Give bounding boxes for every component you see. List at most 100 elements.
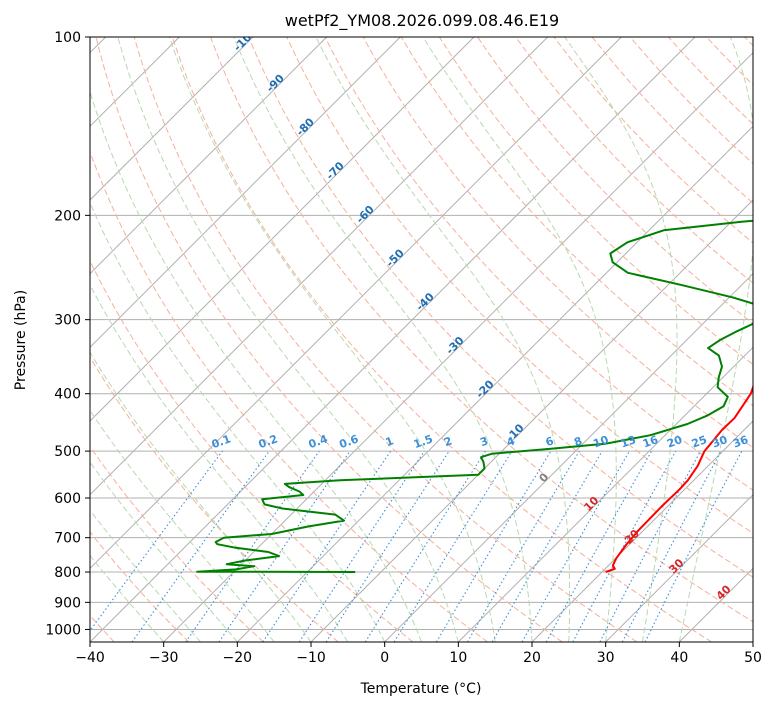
plot-area xyxy=(90,37,753,642)
mixing-ratio-line xyxy=(572,450,677,642)
x-tick-label: −20 xyxy=(223,650,253,666)
moist-adiabat xyxy=(169,37,496,642)
moist-adiabat xyxy=(90,554,165,642)
grid-layer xyxy=(90,37,753,642)
mixing-ratio-label: 30 xyxy=(710,433,729,451)
dry-adiabat xyxy=(90,531,190,642)
y-tick-label: 1000 xyxy=(45,622,81,638)
plot-frame xyxy=(89,36,754,643)
isotherm-line xyxy=(236,125,753,642)
x-tick-label: −40 xyxy=(75,650,105,666)
dry-adiabat xyxy=(591,37,753,204)
y-tick-label: 800 xyxy=(54,565,81,581)
mixing-ratio-label: 36 xyxy=(731,433,750,451)
x-tick-label: 10 xyxy=(449,650,467,666)
mixing-ratio-label: 20 xyxy=(665,433,684,451)
moist-adiabat xyxy=(422,37,617,642)
mixing-ratio-line xyxy=(491,450,603,642)
y-tick-label: 500 xyxy=(54,444,81,460)
isotherm-line xyxy=(384,272,753,642)
mixing-ratio-label: 1 xyxy=(384,434,396,449)
dry-adiabat xyxy=(90,259,414,642)
mixing-ratio-label: 0.2 xyxy=(257,432,280,451)
dry-adiabat xyxy=(477,37,753,325)
dry-adiabat xyxy=(248,37,753,578)
mixing-ratio-label: 16 xyxy=(641,433,660,451)
y-axis-ticks: 100 200 300 400 500 600 700 800 900 1000 xyxy=(45,30,90,638)
mixing-ratio-label: 1.5 xyxy=(412,432,435,451)
isotherm-line xyxy=(90,37,622,570)
series-layer xyxy=(196,219,753,573)
isotherm-line xyxy=(90,37,254,201)
moist-adiabat xyxy=(90,409,275,642)
isotherm-line xyxy=(457,346,753,642)
isotherm-line xyxy=(90,37,401,349)
mixing-ratio-label: 4 xyxy=(505,434,517,449)
isotherm-line xyxy=(90,37,475,422)
mixing-ratio-line xyxy=(131,450,270,642)
moist-adiabat xyxy=(90,461,238,642)
temperature-profile-line xyxy=(605,384,753,573)
mixing-ratio-line xyxy=(435,450,552,642)
dry-adiabat xyxy=(133,37,638,642)
dewpoint-profile-line xyxy=(196,219,753,573)
mixing-ratio-line xyxy=(521,450,630,642)
x-tick-label: 30 xyxy=(597,650,615,666)
mixing-ratio-line xyxy=(364,450,486,642)
mixing-ratio-label: 3 xyxy=(478,434,490,449)
moist-adiabat xyxy=(90,90,422,642)
y-axis-label: Pressure (hPa) xyxy=(13,290,29,390)
x-axis-label: Temperature (°C) xyxy=(360,681,482,697)
x-tick-label: 40 xyxy=(670,650,688,666)
isotherm-line xyxy=(90,37,696,642)
moist-adiabat xyxy=(315,37,571,642)
x-tick-label: −30 xyxy=(149,650,179,666)
y-tick-label: 700 xyxy=(54,531,81,547)
mixing-ratio-line xyxy=(218,450,351,642)
isotherm-line xyxy=(531,420,753,642)
dry-adiabat xyxy=(515,37,753,284)
dry-adiabat xyxy=(362,37,753,449)
x-tick-label: 50 xyxy=(744,650,762,666)
mixing-ratio-line xyxy=(467,450,580,642)
isotherm-line xyxy=(163,51,753,642)
mixing-ratio-label: 10 xyxy=(591,433,610,451)
isotherm-line xyxy=(90,37,549,496)
moist-adiabat xyxy=(90,201,386,642)
mixing-ratio-line xyxy=(90,450,223,632)
moist-adiabat xyxy=(564,37,678,642)
moist-adiabat xyxy=(90,509,201,642)
moist-adiabat xyxy=(117,37,459,642)
dry-adiabat xyxy=(95,37,563,642)
mixing-ratio-label: 0.6 xyxy=(338,432,361,451)
mixing-ratio-line xyxy=(325,450,450,642)
dry-adiabat xyxy=(286,37,753,534)
x-tick-label: 0 xyxy=(380,650,389,666)
mixing-ratio-line xyxy=(545,450,653,642)
mixing-ratio-label: 8 xyxy=(572,434,584,449)
x-tick-label: 20 xyxy=(523,650,541,666)
mixing-ratio-label: 25 xyxy=(690,433,709,450)
y-tick-label: 400 xyxy=(54,387,81,403)
dry-adiabat xyxy=(90,150,488,642)
dry-adiabat xyxy=(553,37,753,244)
isotherm-line xyxy=(605,493,753,642)
dry-adiabat xyxy=(210,37,753,623)
y-tick-label: 200 xyxy=(54,208,81,224)
y-tick-label: 600 xyxy=(54,491,81,507)
mixing-ratio-label: 0.4 xyxy=(307,432,330,451)
mixing-ratio-label: 6 xyxy=(544,434,556,449)
dry-adiabat xyxy=(629,37,753,165)
x-tick-label: −10 xyxy=(296,650,326,666)
chart-title: wetPf2_YM08.2026.099.08.46.E19 xyxy=(285,11,559,31)
mixing-ratio-label: 2 xyxy=(442,434,454,449)
dry-adiabat xyxy=(324,37,753,491)
mixing-ratio-label: 13 xyxy=(619,433,638,450)
mixing-ratio-line xyxy=(185,450,320,642)
isotherm-line xyxy=(90,37,328,275)
y-tick-label: 300 xyxy=(54,313,81,329)
dry-adiabat xyxy=(400,37,753,407)
moist-adiabat xyxy=(678,37,753,642)
mixing-ratio-label: 0.1 xyxy=(210,432,233,451)
